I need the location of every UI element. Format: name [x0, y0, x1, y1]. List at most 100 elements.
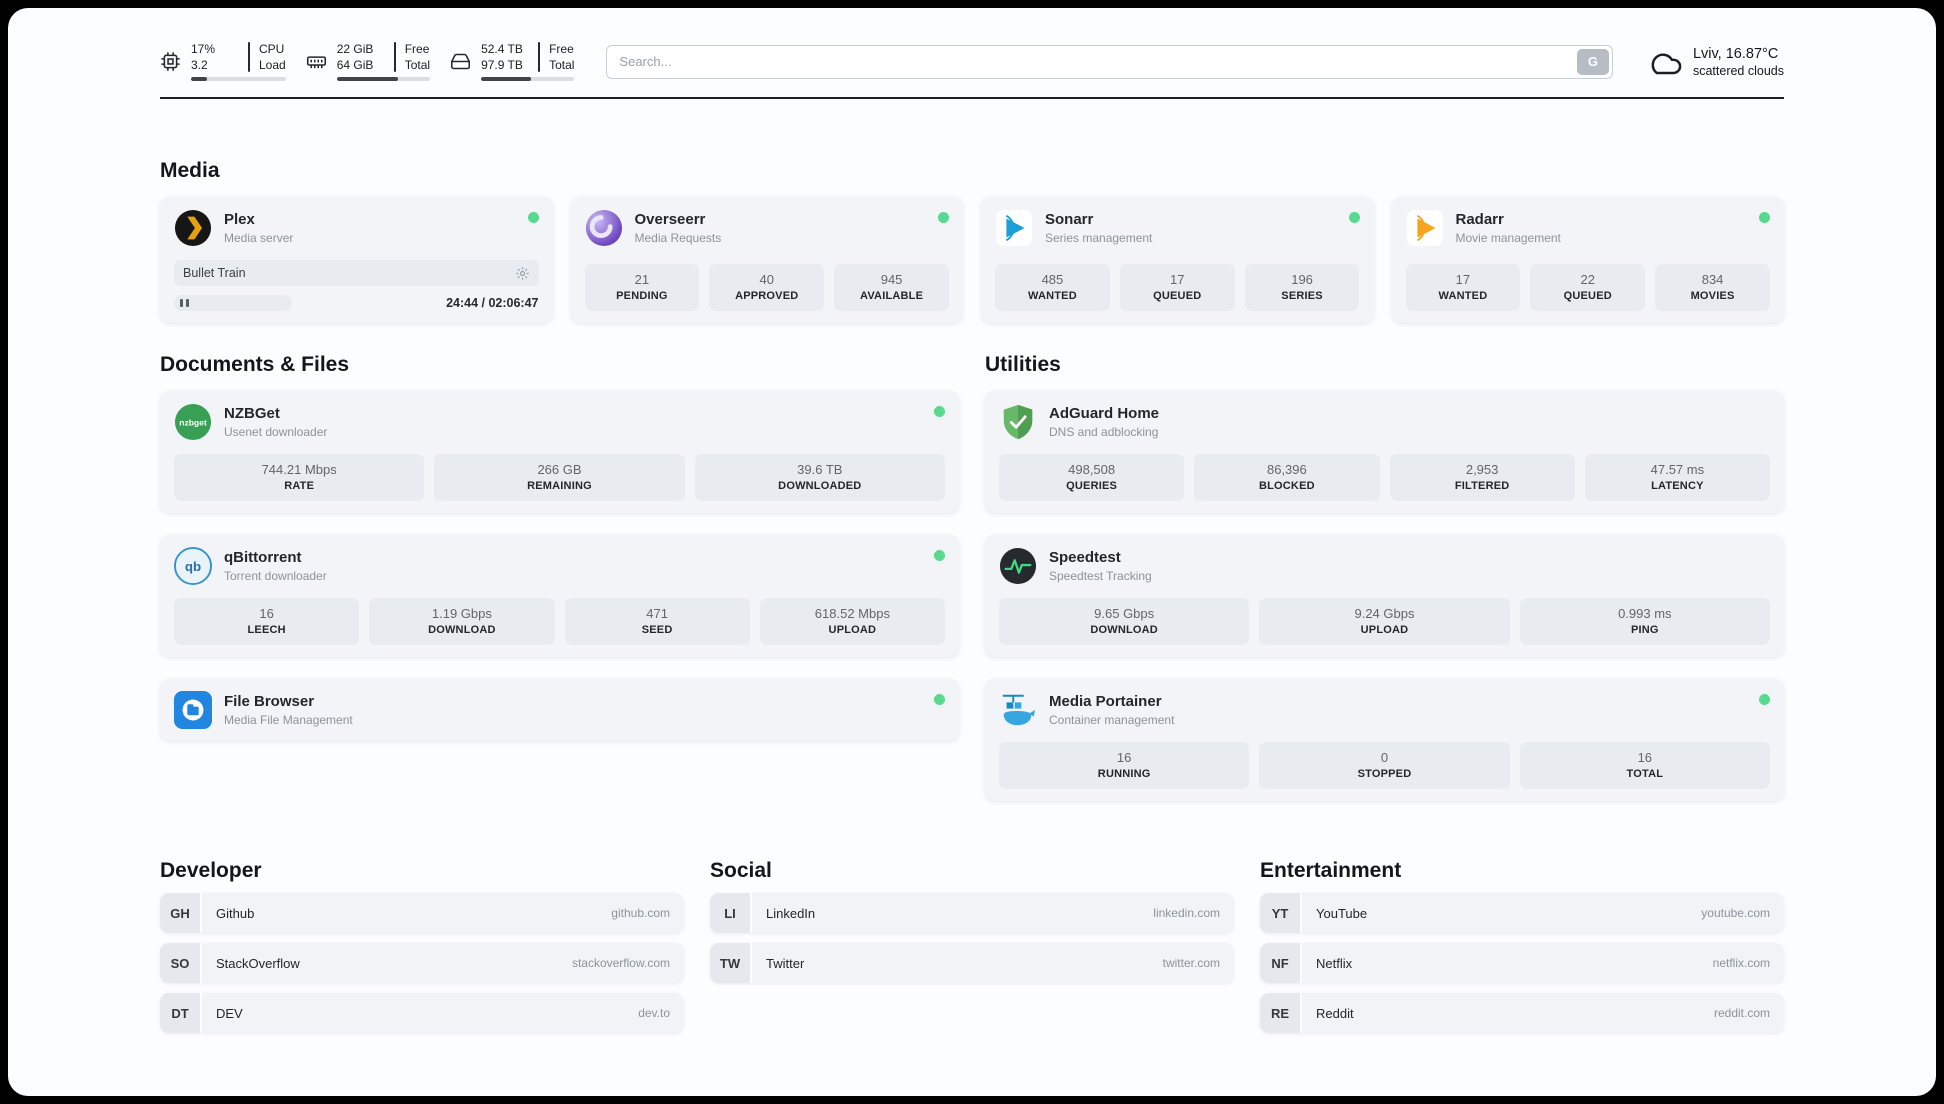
app-description: Speedtest Tracking — [1049, 569, 1152, 583]
search-box: G — [606, 44, 1613, 79]
ram-metric: 22 GiB 64 GiB Free Total — [306, 42, 431, 81]
overseerr-icon — [585, 209, 623, 247]
section-title-developer: Developer — [160, 859, 262, 882]
stat-download: 1.19 Gbps DOWNLOAD — [369, 598, 555, 645]
app-name: Sonarr — [1045, 211, 1094, 228]
now-playing-title: Bullet Train — [183, 266, 246, 280]
cpu-metric: 17% 3.2 CPU Load — [160, 42, 286, 81]
header-divider — [160, 97, 1784, 99]
stat-leech: 16 LEECH — [174, 598, 360, 645]
app-card-sonarr[interactable]: Sonarr Series management 485 WANTED 17 Q… — [981, 197, 1374, 323]
app-card-radarr[interactable]: Radarr Movie management 17 WANTED 22 QUE… — [1391, 197, 1784, 323]
link-twitter[interactable]: TW Twitter twitter.com — [710, 943, 1234, 983]
stat-downloaded: 39.6 TB DOWNLOADED — [694, 454, 945, 501]
section-title-media: Media — [160, 159, 220, 182]
link-stackoverflow[interactable]: SO StackOverflow stackoverflow.com — [160, 943, 684, 983]
app-card-filebrowser[interactable]: File Browser Media File Management — [160, 679, 959, 741]
app-name: Media Portainer — [1049, 693, 1162, 710]
ram-total-label: Total — [404, 58, 431, 72]
link-github[interactable]: GH Github github.com — [160, 893, 684, 933]
link-linkedin[interactable]: LI LinkedIn linkedin.com — [710, 893, 1234, 933]
stat-filtered: 2,953 FILTERED — [1389, 454, 1575, 501]
app-description: Usenet downloader — [224, 425, 328, 439]
stat-wanted: 485 WANTED — [995, 264, 1110, 311]
app-card-adguard[interactable]: AdGuard Home DNS and adblocking 498,508 … — [985, 391, 1784, 513]
sonarr-icon — [995, 209, 1033, 247]
pause-icon[interactable] — [180, 299, 189, 307]
search-input[interactable] — [606, 44, 1613, 79]
stat-upload: 618.52 Mbps UPLOAD — [759, 598, 945, 645]
app-description: Media server — [224, 231, 294, 245]
cpu-progress-bar — [191, 77, 286, 81]
qbittorrent-logo-text: qb — [185, 559, 201, 574]
app-description: Container management — [1049, 713, 1175, 727]
section-documents: Documents & Files nzbget NZBGet Usenet d… — [160, 353, 959, 741]
disk-progress-bar — [481, 77, 575, 81]
link-youtube[interactable]: YT YouTube youtube.com — [1260, 893, 1784, 933]
qbittorrent-icon: qb — [174, 547, 212, 585]
system-metrics: 17% 3.2 CPU Load — [160, 42, 575, 81]
cpu-load-label: Load — [259, 58, 286, 72]
stat-queries: 498,508 QUERIES — [999, 454, 1185, 501]
section-developer: Developer GH Github github.com SO StackO… — [160, 859, 684, 1033]
section-social: Social LI LinkedIn linkedin.com TW Twitt… — [710, 859, 1234, 983]
link-netflix[interactable]: NF Netflix netflix.com — [1260, 943, 1784, 983]
stat-remaining: 266 GB REMAINING — [434, 454, 685, 501]
stat-stopped: 0 STOPPED — [1259, 742, 1510, 789]
app-card-qbittorrent[interactable]: qb qBittorrent Torrent downloader 16 LEE… — [160, 535, 959, 657]
plex-icon — [174, 209, 212, 247]
cpu-load-value: 3.2 — [191, 58, 208, 72]
app-card-nzbget[interactable]: nzbget NZBGet Usenet downloader 744.21 M… — [160, 391, 959, 513]
stat-pending: 21 PENDING — [584, 264, 700, 311]
app-card-speedtest[interactable]: Speedtest Speedtest Tracking 9.65 Gbps D… — [985, 535, 1784, 657]
section-title-documents: Documents & Files — [160, 353, 350, 376]
weather-location: Lviv, 16.87°C — [1692, 45, 1779, 62]
section-entertainment: Entertainment YT YouTube youtube.com NF … — [1260, 859, 1784, 1033]
stat-download: 9.65 Gbps DOWNLOAD — [999, 598, 1250, 645]
metric-separator — [393, 42, 396, 72]
cpu-percent: 17% — [191, 42, 216, 56]
app-description: DNS and adblocking — [1049, 425, 1159, 439]
app-name: Plex — [224, 211, 255, 228]
playback-progress-bar[interactable] — [174, 295, 292, 311]
link-badge: TW — [710, 943, 752, 983]
top-bar: 17% 3.2 CPU Load — [160, 42, 1784, 81]
stat-latency: 47.57 ms LATENCY — [1584, 454, 1770, 501]
app-card-overseerr[interactable]: Overseerr Media Requests 21 PENDING 40 A… — [570, 197, 963, 323]
section-title-entertainment: Entertainment — [1260, 859, 1402, 882]
nzbget-logo-text: nzbget — [179, 417, 207, 427]
section-title-utilities: Utilities — [985, 353, 1061, 376]
app-card-portainer[interactable]: Media Portainer Container management 16 … — [985, 679, 1784, 801]
stat-wanted: 17 WANTED — [1405, 264, 1521, 311]
stat-queued: 17 QUEUED — [1119, 264, 1235, 311]
status-dot — [1759, 694, 1770, 705]
stat-running: 16 RUNNING — [999, 742, 1250, 789]
status-dot — [1348, 212, 1360, 223]
adguard-icon — [999, 403, 1037, 441]
disk-free-value: 52.4 TB — [481, 42, 523, 56]
cpu-chip-icon — [160, 51, 181, 72]
ram-free-value: 22 GiB — [336, 42, 374, 56]
disk-free-label: Free — [549, 42, 574, 56]
disk-metric: 52.4 TB 97.9 TB Free Total — [450, 42, 575, 81]
speedtest-icon — [999, 547, 1037, 585]
status-dot — [527, 212, 539, 223]
link-badge: SO — [160, 943, 202, 983]
section-media: Media Plex Media server Bullet Train — [160, 159, 1784, 323]
link-reddit[interactable]: RE Reddit reddit.com — [1260, 993, 1784, 1033]
app-name: Overseerr — [634, 211, 706, 228]
cpu-label: CPU — [259, 42, 285, 56]
stat-available: 945 AVAILABLE — [834, 264, 949, 311]
app-name: File Browser — [224, 693, 315, 710]
app-name: qBittorrent — [224, 549, 302, 566]
status-dot — [934, 406, 945, 417]
search-engine-button[interactable]: G — [1576, 48, 1609, 75]
status-dot — [1759, 212, 1770, 223]
memory-icon — [306, 51, 327, 72]
app-card-plex[interactable]: Plex Media server Bullet Train 24:44 / 0 — [160, 197, 553, 323]
stat-seed: 471 SEED — [564, 598, 750, 645]
settings-gear-icon[interactable] — [515, 266, 530, 281]
stat-series: 196 SERIES — [1244, 264, 1360, 311]
link-dev[interactable]: DT DEV dev.to — [160, 993, 684, 1033]
stat-approved: 40 APPROVED — [709, 264, 825, 311]
